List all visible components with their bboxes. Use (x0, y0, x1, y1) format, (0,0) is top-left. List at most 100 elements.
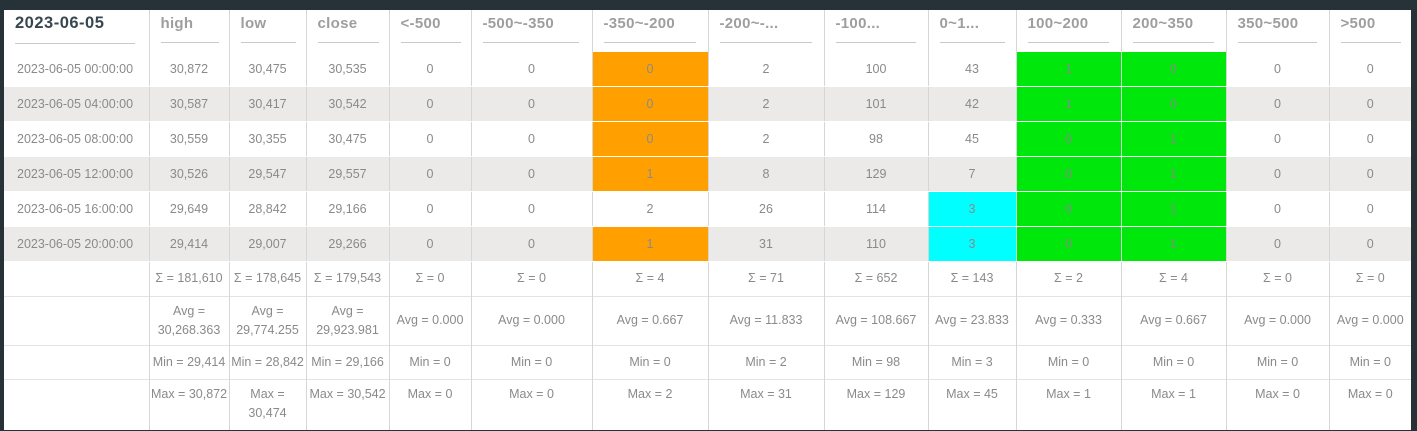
table-cell: 30,542 (305, 86, 389, 122)
table-cell: 0 (388, 156, 471, 192)
summary-cell: Min = 29,166 (305, 345, 389, 380)
table-cell: 98 (823, 121, 928, 157)
table-cell: 29,414 (148, 226, 229, 262)
table-cell: 0 (1328, 121, 1411, 157)
summary-cell: Min = 0 (470, 345, 592, 380)
table-cell: 30,559 (148, 121, 229, 157)
table-cell: 45 (927, 121, 1016, 157)
table-cell: 29,547 (228, 156, 306, 192)
table-cell: 0 (1225, 52, 1329, 87)
table-cell: 110 (823, 226, 928, 262)
summary-cell: Avg = 0.667 (591, 296, 708, 346)
table-row: 2023-06-05 00:00:00 30,872 30,475 30,535 0 0 0… (4, 52, 1411, 87)
table-cell: 1 (1120, 156, 1226, 192)
summary-cell: Max = 2 (591, 379, 708, 430)
summary-cell: Max = 30,872 (148, 379, 229, 430)
table-cell: 0 (470, 52, 592, 87)
summary-cell: Max = 30,542 (305, 379, 389, 430)
summary-cell: Σ = 0 (388, 261, 471, 297)
summary-cell: Min = 0 (1120, 345, 1226, 380)
timestamp-cell: 2023-06-05 08:00:00 (4, 121, 149, 157)
table-cell: 29,557 (305, 156, 389, 192)
table-cell: 0 (1120, 52, 1226, 87)
column-header-9: 100~200 (1015, 0, 1121, 52)
header-underline (15, 43, 135, 44)
summary-cell: Min = 28,842 (228, 345, 306, 380)
summary-cell: Avg = 0.333 (1015, 296, 1121, 346)
summary-cell: Avg = 29,774.255 (228, 296, 306, 346)
table-cell: 0 (1225, 121, 1329, 157)
summary-cell: Σ = 143 (927, 261, 1016, 297)
table-cell: 1 (1120, 191, 1226, 227)
summary-cell: Min = 0 (591, 345, 708, 380)
summary-cell: Σ = 652 (823, 261, 928, 297)
table-cell: 30,872 (148, 52, 229, 87)
table-row: 2023-06-05 16:00:00 29,649 28,842 29,166 0 0 2… (4, 191, 1411, 227)
header-underline (400, 42, 461, 43)
summary-cell: Σ = 4 (1120, 261, 1226, 297)
table-cell: 1 (1120, 226, 1226, 262)
table-cell: 0 (1225, 191, 1329, 227)
summary-cell: Min = 0 (388, 345, 471, 380)
column-header-label: 100~200 (1027, 15, 1089, 32)
table-cell: 1 (1015, 52, 1121, 87)
column-header-2: close (305, 0, 389, 52)
table-cell: 0 (1015, 121, 1121, 157)
column-header-label: 0~1... (939, 15, 980, 32)
summary-cell: Avg = 0.000 (1328, 296, 1411, 346)
table-cell: 30,535 (305, 52, 389, 87)
empty-cell (4, 296, 149, 346)
column-header-5: -350~-200 (591, 0, 708, 52)
avg-row: Avg = 30,268.363 Avg = 29,774.255 Avg = 29… (4, 296, 1411, 346)
table-cell: 0 (470, 121, 592, 157)
summary-cell: Max = 31 (707, 379, 824, 430)
column-header-label: -200~-... (719, 15, 779, 32)
table-cell: 29,166 (305, 191, 389, 227)
table-cell: 129 (823, 156, 928, 192)
summary-cell: Max = 0 (1328, 379, 1411, 430)
table-cell: 114 (823, 191, 928, 227)
summary-cell: Σ = 0 (1225, 261, 1329, 297)
summary-cell: Min = 0 (1015, 345, 1121, 380)
summary-cell: Σ = 0 (1328, 261, 1411, 297)
summary-cell: Σ = 2 (1015, 261, 1121, 297)
header-underline (719, 42, 812, 43)
empty-cell (4, 345, 149, 380)
table-cell: 1 (591, 156, 708, 192)
table-cell: 0 (1328, 86, 1411, 122)
table-cell: 0 (470, 156, 592, 192)
timestamp-cell: 2023-06-05 16:00:00 (4, 191, 149, 227)
timestamp-cell: 2023-06-05 12:00:00 (4, 156, 149, 192)
summary-cell: Σ = 0 (470, 261, 592, 297)
table-cell: 1 (591, 226, 708, 262)
table-cell: 30,475 (305, 121, 389, 157)
table-cell: 0 (1120, 86, 1226, 122)
summary-cell: Σ = 179,543 (305, 261, 389, 297)
table-cell: 0 (388, 86, 471, 122)
column-header-11: 350~500 (1225, 0, 1329, 52)
column-header-label: -500~-350 (482, 15, 555, 32)
header-underline (160, 42, 219, 43)
table-cell: 0 (388, 191, 471, 227)
summary-cell: Σ = 178,645 (228, 261, 306, 297)
summary-cell: Avg = 0.000 (388, 296, 471, 346)
summary-cell: Min = 29,414 (148, 345, 229, 380)
table-cell: 42 (927, 86, 1016, 122)
table-cell: 0 (388, 226, 471, 262)
min-row: Min = 29,414 Min = 28,842 Min = 29,166 Min … (4, 345, 1411, 380)
table-cell: 30,475 (228, 52, 306, 87)
summary-cell: Σ = 71 (707, 261, 824, 297)
table-cell: 0 (1225, 156, 1329, 192)
data-table: 2023-06-05 high low close <-500 -500~-350 -35… (4, 0, 1411, 430)
header-underline (482, 42, 580, 43)
column-header-label: high (160, 15, 194, 32)
table-cell: 29,266 (305, 226, 389, 262)
summary-cell: Avg = 29,923.981 (305, 296, 389, 346)
header-underline (603, 42, 696, 43)
table-cell: 8 (707, 156, 824, 192)
table-cell: 0 (1015, 226, 1121, 262)
header-underline (835, 42, 917, 43)
table-cell: 0 (1328, 226, 1411, 262)
column-header-7: -100... (823, 0, 928, 52)
